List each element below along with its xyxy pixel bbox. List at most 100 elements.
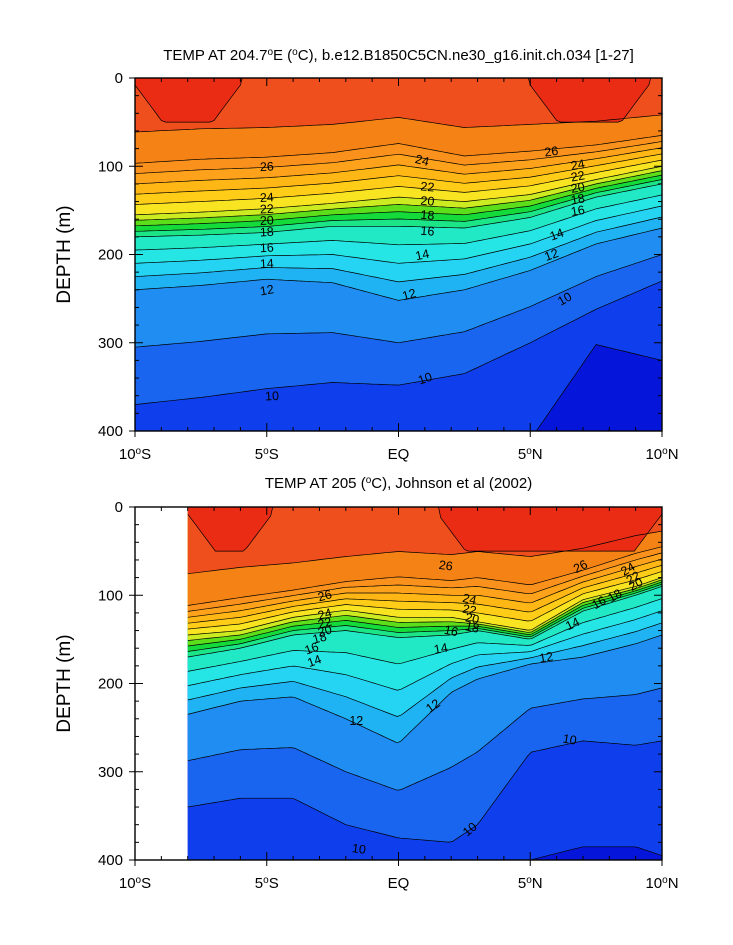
- contour-label: 14: [260, 256, 275, 271]
- contour-label: 18: [605, 586, 624, 605]
- axis-ticks: [129, 506, 663, 866]
- contour-line-11: [135, 254, 662, 348]
- contour-label: 26: [260, 159, 275, 174]
- contour-label: 20: [260, 213, 275, 228]
- chart-title: TEMP AT 204.7oE (oC), b.e12.B1850C5CN.ne…: [163, 47, 634, 65]
- x-tick-label: 10oN: [645, 446, 678, 464]
- x-tick-label: EQ: [388, 875, 410, 892]
- band-fill-28: [135, 78, 651, 123]
- degree-superscript: o: [662, 446, 668, 457]
- contour-line-28: [187, 507, 662, 552]
- contour-line-21: [187, 571, 662, 630]
- y-tick-label: 0: [115, 499, 123, 516]
- contour-label-text: 16: [590, 593, 609, 612]
- contour-label-text: 24: [618, 560, 637, 579]
- contour-label: 18: [420, 208, 435, 223]
- y-tick-label: 200: [98, 247, 123, 264]
- contour-label: 24: [461, 591, 478, 608]
- contour-label: 26: [571, 557, 590, 576]
- text-run: TEMP AT 204.7: [163, 47, 267, 64]
- contour-label-text: 20: [316, 622, 333, 639]
- contour-line-14: [187, 610, 662, 691]
- chart-title: TEMP AT 205 (oC), Johnson et al (2002): [265, 475, 532, 493]
- contour-label: 20: [626, 575, 645, 594]
- contour-line-25: [135, 135, 662, 164]
- contour-label-text: 26: [316, 587, 333, 604]
- text-run: N: [668, 875, 679, 892]
- contour-label: 18: [464, 619, 481, 636]
- contour-line-12: [187, 634, 662, 744]
- band-fill-27: [135, 78, 662, 132]
- axis-ticks: [129, 77, 663, 437]
- text-run: S: [141, 875, 151, 892]
- contour-label-text: 18: [420, 208, 435, 223]
- x-tick-label: 10oS: [119, 875, 151, 893]
- contour-line-18: [135, 174, 662, 227]
- contour-label-text: 24: [461, 591, 478, 608]
- contour-label: 10: [416, 370, 434, 388]
- contour-label: 14: [305, 652, 323, 670]
- contour-label-text: 20: [260, 213, 275, 228]
- text-run: TEMP AT 205 (: [265, 475, 366, 492]
- contour-label: 20: [570, 180, 586, 196]
- contour-line-20: [187, 577, 662, 636]
- y-axis-title: DEPTH (m): [54, 205, 75, 303]
- contour-label: 22: [260, 202, 275, 217]
- contour-label-text: 10: [555, 289, 574, 308]
- text-run: C), Johnson et al (2002): [371, 475, 532, 492]
- contour-label-text: 22: [570, 168, 586, 184]
- text-run: N: [532, 446, 543, 463]
- contour-label: 24: [618, 560, 637, 579]
- contour-line-19: [187, 579, 662, 641]
- y-tick-label: 100: [98, 587, 123, 604]
- contour-label-text: 20: [464, 610, 481, 627]
- contour-label: 12: [543, 246, 561, 264]
- contour-label-text: 20: [626, 575, 645, 594]
- y-tick-label: 300: [98, 764, 123, 781]
- contour-label-text: 24: [260, 190, 275, 205]
- contour-label-text: 18: [464, 619, 481, 636]
- contour-label: 20: [420, 194, 435, 209]
- contour-line-13: [135, 216, 662, 283]
- contour-line-24: [135, 141, 662, 174]
- contour-label: 16: [590, 593, 609, 612]
- contour-panel-1: 26 24262422201816141222201816141210102422…: [54, 47, 679, 464]
- x-tick-label: 5oN: [518, 875, 543, 893]
- contour-label-text: 10: [265, 389, 280, 404]
- contour-label-text: 14: [433, 641, 449, 657]
- contour-label: 14: [563, 615, 582, 634]
- contour-label: 16: [443, 623, 460, 640]
- contour-line-10: [187, 740, 662, 843]
- contour-label-text: 26: [438, 558, 454, 574]
- text-run: 10: [119, 875, 136, 892]
- contour-label-text: 12: [538, 649, 554, 665]
- contour-label-text: 22: [420, 179, 435, 194]
- contour-label-text: 26: [260, 159, 275, 174]
- contour-line-21: [135, 159, 662, 205]
- degree-superscript: o: [136, 446, 142, 457]
- y-tick-label: 200: [98, 676, 123, 693]
- contour-line-22: [135, 153, 662, 195]
- text-run: 5: [255, 875, 263, 892]
- text-run: 5: [518, 446, 526, 463]
- contour-label-text: 14: [563, 615, 582, 634]
- y-tick-label: 400: [98, 852, 123, 869]
- contour-label-text: 14: [414, 247, 431, 264]
- plot-area: 26 24262422201816141222201816141210102422…: [135, 78, 662, 431]
- contour-line-22: [187, 564, 662, 624]
- degree-superscript: o: [366, 475, 372, 486]
- band-fill-28: [187, 507, 662, 552]
- contour-label-text: 24: [414, 152, 431, 169]
- text-run: C), b.e12.B1850C5CN.ne30_g16.init.ch.034…: [298, 47, 634, 64]
- contour-line-23: [135, 147, 662, 185]
- contour-line-16: [187, 586, 662, 658]
- text-run: S: [269, 446, 279, 463]
- degree-superscript: o: [263, 875, 269, 886]
- text-run: S: [141, 446, 151, 463]
- contour-label-text: 12: [423, 696, 442, 715]
- contour-label: 14: [433, 641, 449, 657]
- text-run: EQ: [388, 446, 410, 463]
- contour-line-28: [135, 78, 652, 123]
- contour-label: 16: [260, 241, 275, 256]
- contour-label: 18: [311, 630, 328, 647]
